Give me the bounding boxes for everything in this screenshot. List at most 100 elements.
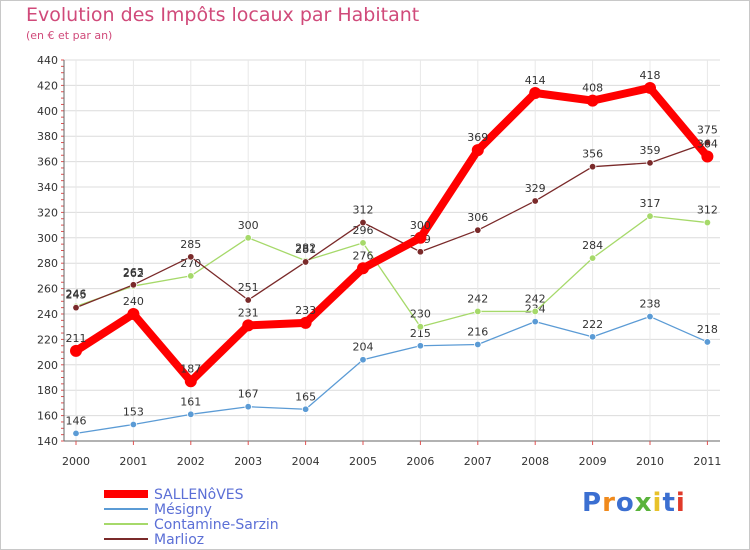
data-label: 222	[582, 318, 603, 331]
data-label: 284	[582, 239, 603, 252]
data-label: 242	[525, 292, 546, 305]
data-label: 300	[238, 219, 259, 232]
data-label: 240	[123, 295, 144, 308]
data-label: 187	[180, 362, 201, 375]
data-point	[129, 281, 138, 289]
y-tick-label: 220	[37, 333, 58, 346]
data-label: 329	[525, 182, 546, 195]
data-point	[644, 81, 656, 94]
data-point	[184, 375, 197, 388]
data-label: 233	[295, 304, 316, 317]
x-tick-label: 2000	[62, 455, 90, 468]
y-tick-label: 420	[37, 79, 58, 92]
data-point	[531, 197, 539, 205]
data-label: 359	[640, 144, 661, 157]
data-label: 211	[66, 332, 87, 345]
data-point	[416, 323, 425, 331]
y-tick-label: 400	[37, 105, 58, 118]
data-point	[646, 212, 654, 220]
data-label: 161	[180, 395, 201, 408]
data-label: 369	[467, 131, 488, 144]
data-label: 245	[66, 289, 87, 302]
data-point	[646, 159, 654, 167]
data-label: 312	[697, 204, 718, 217]
data-point	[359, 356, 367, 364]
data-point	[301, 405, 310, 413]
y-tick-label: 240	[37, 308, 58, 321]
data-label: 414	[525, 74, 546, 87]
y-tick-label: 160	[37, 410, 58, 423]
data-label: 215	[410, 327, 431, 340]
logo-letter: o	[615, 488, 635, 518]
data-point	[187, 410, 195, 419]
y-tick-label: 320	[37, 206, 58, 219]
data-label: 263	[123, 266, 144, 279]
data-point	[471, 144, 484, 157]
y-tick-label: 180	[37, 384, 58, 397]
data-point	[187, 253, 195, 261]
data-point	[187, 272, 195, 280]
data-label: 276	[353, 249, 374, 262]
data-label: 246	[66, 287, 87, 300]
y-tick-label: 200	[37, 359, 58, 372]
y-tick-label: 260	[37, 283, 58, 296]
data-label: 296	[353, 224, 374, 237]
data-point	[359, 218, 367, 227]
logo-letter: x	[634, 488, 653, 518]
y-tick-label: 280	[37, 257, 58, 270]
data-point	[529, 87, 542, 100]
series-line	[75, 315, 709, 435]
data-label: 231	[238, 306, 259, 319]
data-point	[242, 319, 255, 332]
data-label: 251	[238, 281, 259, 294]
data-label: 146	[66, 414, 87, 427]
data-point	[531, 307, 539, 316]
data-point	[357, 262, 369, 275]
data-label: 281	[295, 243, 316, 256]
data-point	[588, 162, 597, 171]
data-label: 238	[640, 298, 661, 311]
legend-label: Contamine-Sarzin	[154, 517, 279, 533]
data-point	[703, 138, 712, 147]
data-point	[474, 340, 482, 349]
data-point	[359, 239, 367, 247]
y-tick-label: 360	[37, 156, 58, 169]
data-label: 408	[582, 82, 603, 95]
data-label: 317	[640, 197, 661, 210]
data-point	[703, 218, 712, 227]
data-label: 204	[353, 341, 374, 354]
series-line	[75, 141, 709, 309]
data-point	[299, 316, 312, 329]
data-point	[531, 317, 539, 326]
legend-label: Mésigny	[154, 502, 212, 518]
x-tick-label: 2007	[464, 455, 492, 468]
data-label: 375	[697, 124, 718, 137]
y-tick-label: 140	[37, 435, 58, 448]
legend-label: Marlioz	[154, 532, 204, 548]
data-point	[588, 254, 597, 262]
data-label: 165	[295, 390, 316, 403]
data-point	[474, 307, 482, 316]
logo-letter: t	[662, 488, 676, 518]
x-tick-label: 2004	[292, 455, 320, 468]
data-point	[70, 344, 82, 357]
data-point	[244, 296, 252, 304]
y-tick-label: 440	[37, 54, 58, 67]
data-label: 285	[180, 238, 201, 251]
data-label: 216	[467, 325, 488, 338]
data-label: 300	[410, 219, 431, 232]
y-tick-label: 300	[37, 232, 58, 245]
logo-letter: r	[602, 488, 616, 518]
x-tick-label: 2002	[177, 455, 205, 468]
x-tick-label: 2011	[693, 455, 721, 468]
data-point	[72, 303, 80, 312]
logo-letter: i	[652, 488, 663, 518]
data-label: 312	[353, 204, 374, 217]
data-label: 282	[295, 242, 316, 255]
chart-subtitle: (en € et par an)	[26, 29, 113, 42]
data-point	[588, 333, 597, 341]
data-point	[416, 342, 425, 350]
series-line	[72, 83, 712, 386]
data-label: 306	[467, 211, 488, 224]
